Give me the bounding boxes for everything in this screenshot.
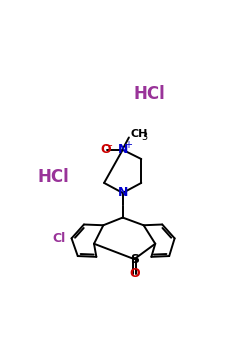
Text: −: − (106, 141, 114, 151)
Text: 3: 3 (141, 132, 148, 142)
Text: HCl: HCl (37, 168, 69, 186)
Text: S: S (130, 253, 139, 266)
Text: HCl: HCl (133, 85, 165, 103)
Text: O: O (100, 143, 111, 156)
Text: N: N (118, 143, 128, 156)
Text: O: O (129, 267, 140, 280)
Text: N: N (118, 187, 128, 199)
Text: CH: CH (130, 129, 148, 139)
Text: Cl: Cl (52, 232, 66, 245)
Text: +: + (124, 140, 132, 150)
